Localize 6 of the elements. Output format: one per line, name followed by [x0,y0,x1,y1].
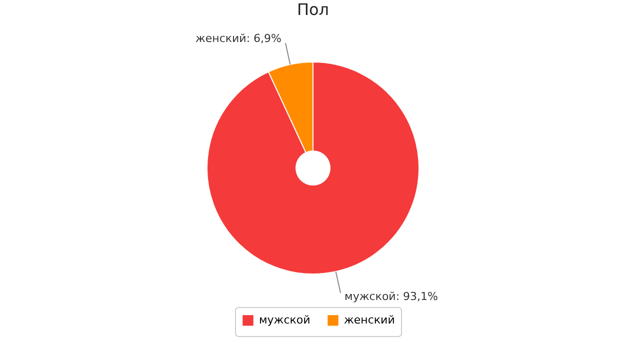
donut-slice [206,62,420,274]
legend-label: мужской [259,313,310,326]
data-label: женский: 6,9% [195,32,282,45]
legend-label: женский [344,313,395,326]
chart-title: Пол [296,0,330,19]
data-label: мужской: 93,1% [344,290,438,304]
